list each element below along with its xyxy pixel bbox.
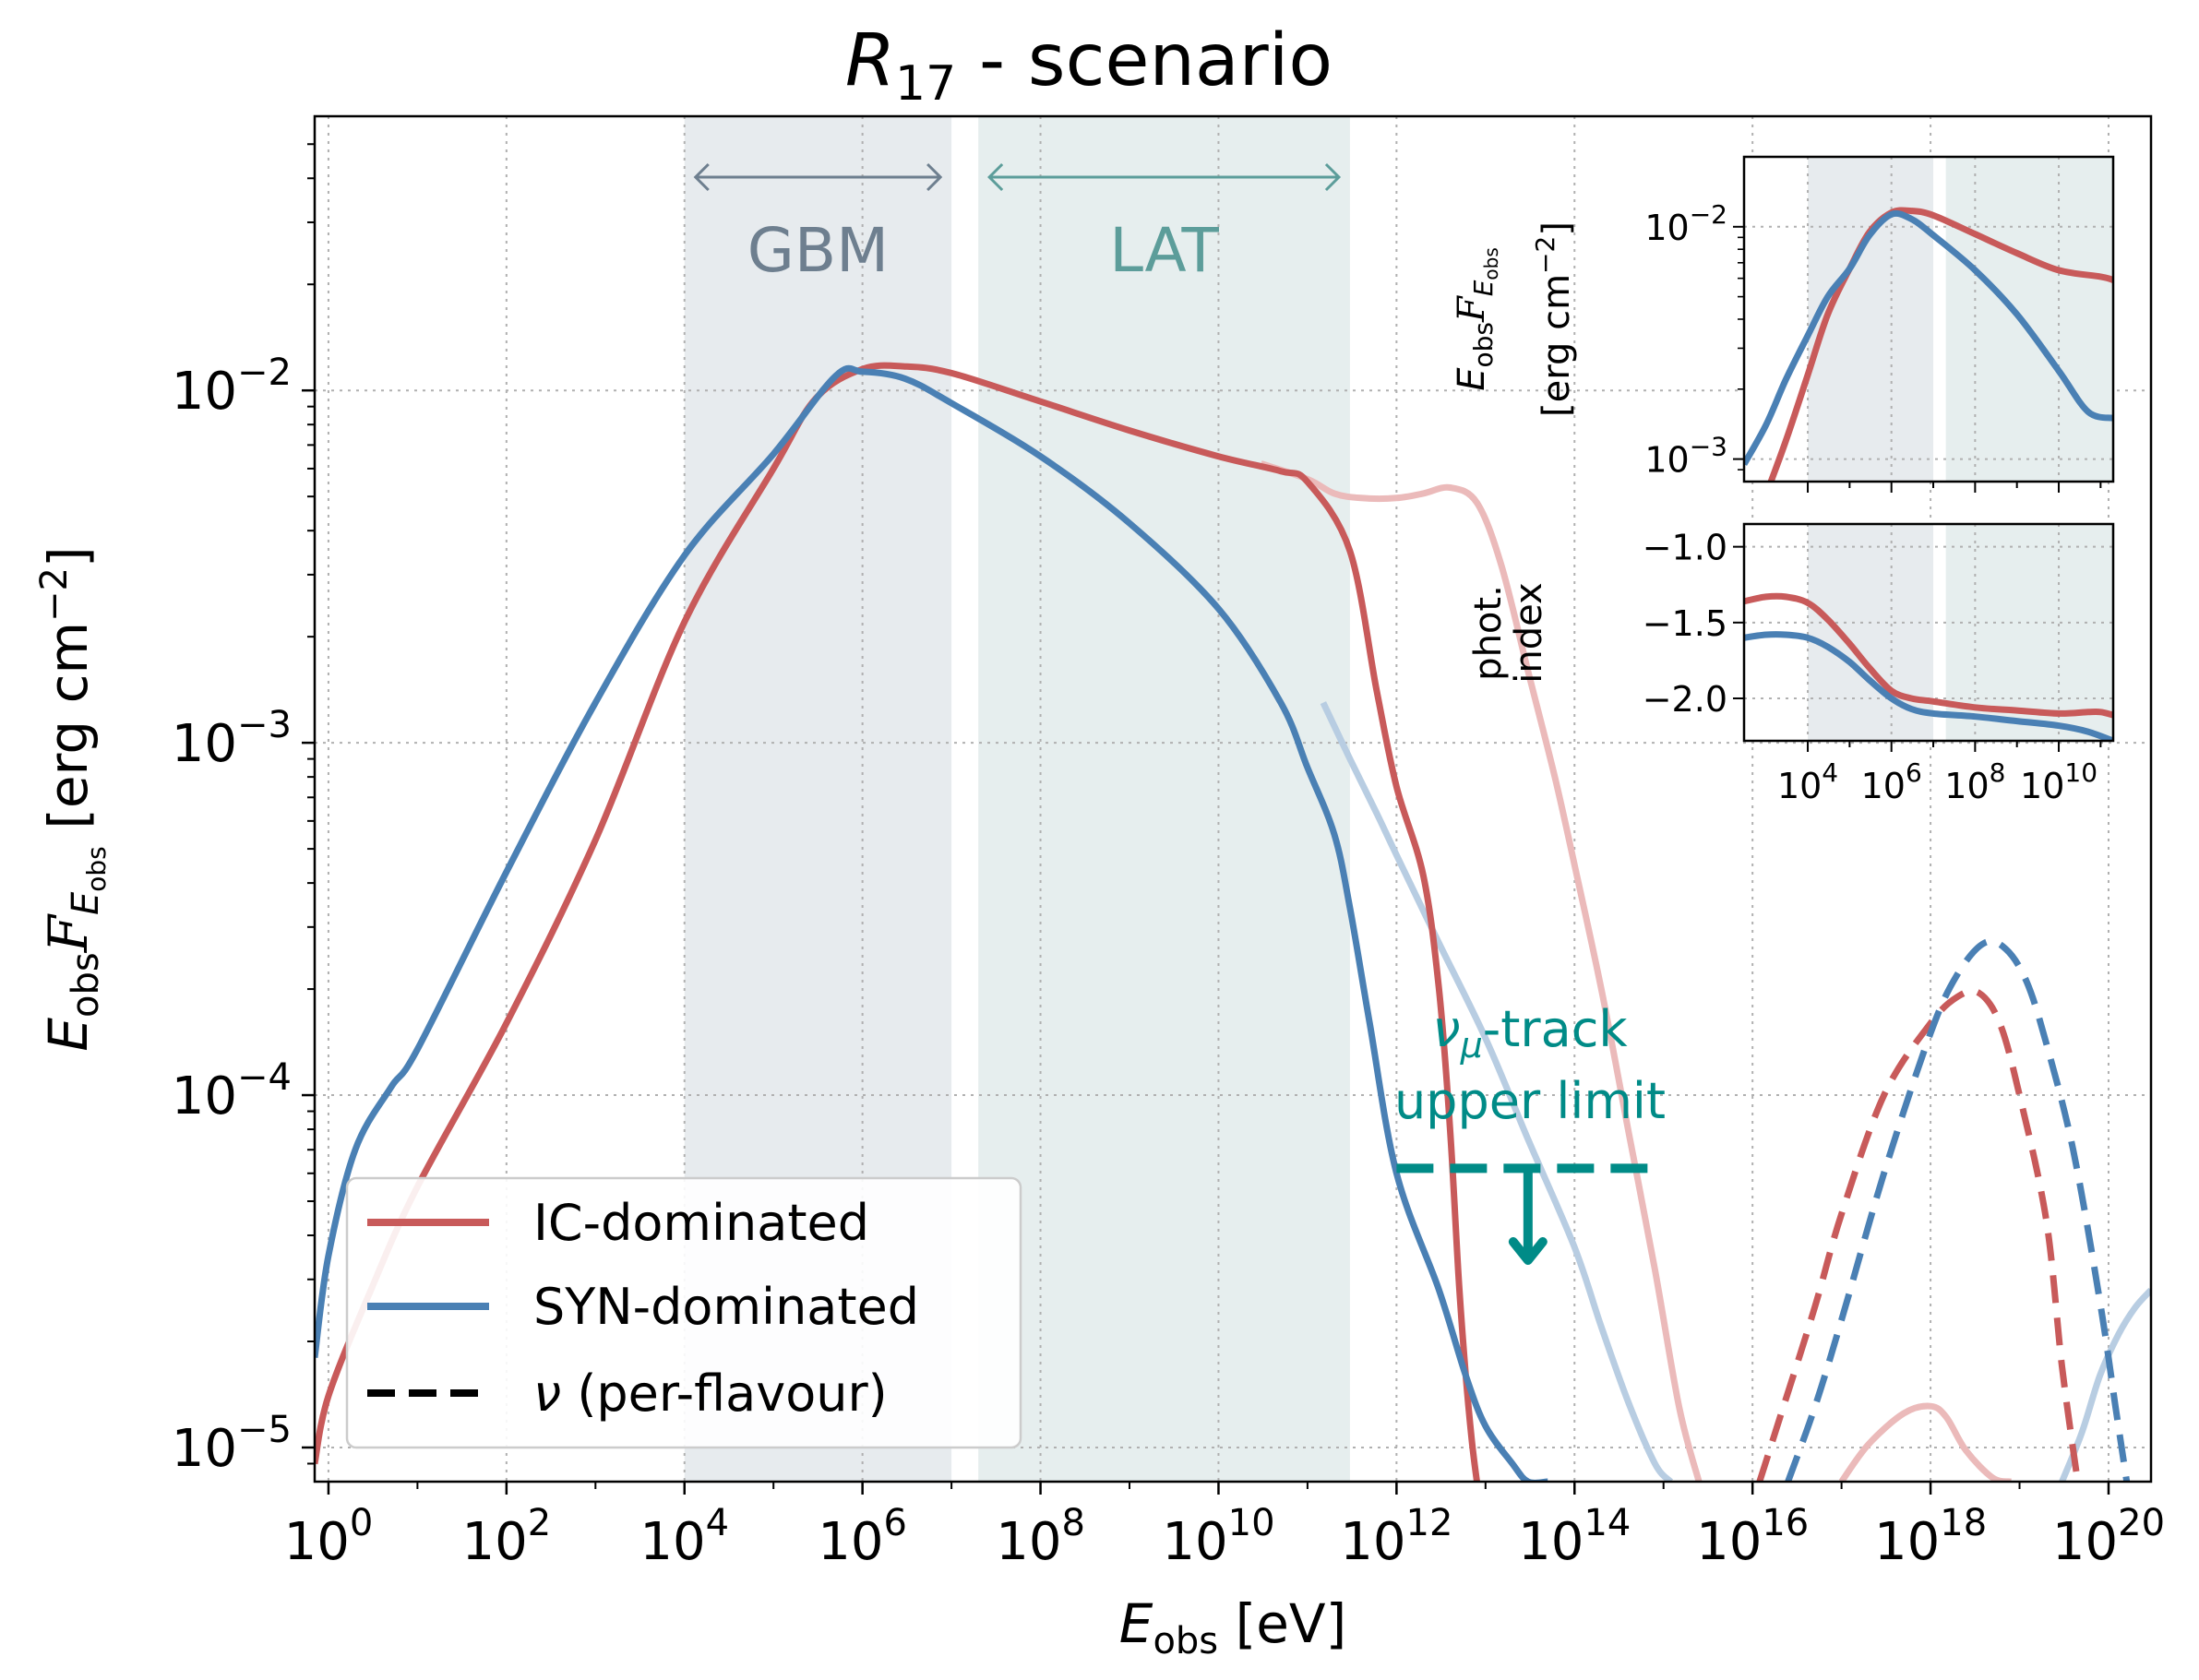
xtick-label-20: 1020	[2052, 1502, 2165, 1572]
inset-flux-lines	[1744, 207, 2113, 482]
inset-index-frame	[1742, 522, 2115, 743]
ytick-label-3: 10−3	[172, 704, 292, 774]
ytick-label-5: 10−5	[172, 1409, 292, 1479]
xtick-label-2: 102	[461, 1502, 551, 1572]
lat-arrowheads	[987, 162, 1342, 192]
inset-ytick-label: −2.0	[1643, 679, 1727, 720]
series-ic-dominated	[1756, 987, 2081, 1482]
inset-flux-grid	[1744, 157, 2113, 482]
xtick-label-0: 100	[284, 1502, 374, 1572]
main-xtick-labels: 100 102 104 106 108 1010 1012 1014 1016 1018 1020	[284, 1502, 2165, 1572]
xtick-label-8: 108	[996, 1502, 1085, 1572]
inset-series-ic-dominated	[1767, 207, 2113, 482]
ytick-label-4: 10−4	[172, 1056, 292, 1126]
lat-label: LAT	[1109, 215, 1219, 286]
gbm-arrowheads	[693, 162, 943, 192]
inset-series-syn-dominated	[1744, 209, 2113, 466]
inset-ytick-label: 10−3	[1644, 432, 1727, 481]
xtick-label-14: 1014	[1518, 1502, 1631, 1572]
main-ytick-labels: 10−5 10−4 10−3 10−2	[172, 351, 292, 1479]
inset-series-syn-dominated	[1744, 631, 2113, 741]
ytick-label-2: 10−2	[172, 351, 292, 422]
series-syn-dominated-unattenuated	[1320, 701, 1674, 1482]
band-annotations: GBM LAT	[693, 162, 1342, 286]
xtick-label-12: 1012	[1340, 1502, 1452, 1572]
inset-index-ytick-labels: −1.0 −1.5 −2.0	[1643, 528, 1727, 720]
main-lines	[315, 362, 2151, 1482]
inset-series-ic-dominated	[1744, 592, 2113, 719]
x-axis-label: Eobs [eV]	[1119, 1592, 1346, 1662]
series-ic-dominated	[315, 362, 1480, 1482]
xtick-label-10: 1010	[1162, 1502, 1274, 1572]
inset-index-ylabel-line2: index	[1508, 582, 1550, 683]
y-axis-label: EobsFEobs [erg cm−2]	[33, 546, 112, 1051]
inset-flux-ylabel-line2: [erg cm−2]	[1530, 221, 1578, 417]
legend-label-ic: IC-dominated	[533, 1194, 869, 1252]
nu-limit-arrow-head	[1508, 1237, 1548, 1265]
xtick-label-6: 106	[818, 1502, 907, 1572]
inset-xtick-label-6: 106	[1861, 757, 1922, 806]
series-syn-dominated	[315, 364, 1548, 1482]
series-syn-dominated	[1785, 937, 2131, 1482]
chart-title: R17 - scenario	[845, 19, 1333, 112]
nu-limit-label-line2: upper limit	[1394, 1072, 1666, 1130]
xtick-label-16: 1016	[1696, 1502, 1809, 1572]
nu-limit-label-line1: νμ-track	[1432, 1000, 1628, 1066]
xtick-label-18: 1018	[1874, 1502, 1987, 1572]
inset-index-lines	[1744, 592, 2113, 741]
main-ticks	[302, 143, 2110, 1495]
lat-band	[978, 116, 1350, 1482]
inset-flux-bands	[1808, 157, 2113, 482]
inset-xtick-label-4: 104	[1777, 757, 1838, 806]
legend: IC-dominated SYN-dominated ν (per-flavou…	[345, 1176, 1022, 1449]
xtick-label-4: 104	[639, 1502, 729, 1572]
main-axes-frame	[313, 114, 2153, 1483]
inset-index-ylabel-line1: phot.	[1467, 585, 1510, 681]
legend-label-syn: SYN-dominated	[533, 1278, 919, 1336]
inset-xtick-label-8: 108	[1944, 757, 2005, 806]
inset-flux-ytick-labels: 10−2 10−3	[1644, 199, 1727, 481]
inset-flux-ylabel-line1: EobsFEobs	[1451, 247, 1502, 391]
inset-ytick-label: 10−2	[1644, 199, 1727, 248]
inset-ytick-label: −1.5	[1643, 603, 1727, 644]
inset-lat-band	[1945, 157, 2113, 482]
legend-box	[345, 1176, 1022, 1449]
inset-flux-ticks	[1733, 225, 2102, 493]
legend-label-nu: ν (per-flavour)	[533, 1364, 888, 1423]
nu-limit-annotation: νμ-track upper limit	[1394, 1000, 1666, 1265]
inset-gbm-band	[1808, 524, 1934, 741]
series-ic-dominated-unattenuated	[1260, 460, 1703, 1482]
inset-ytick-label: −1.0	[1643, 528, 1727, 568]
gbm-label: GBM	[747, 215, 889, 286]
series-ic-dominated-unattenuated-tail	[1838, 1402, 2012, 1482]
inset-index-xtick-labels: 104 106 108 1010	[1777, 757, 2097, 806]
inset-xtick-label-10: 1010	[2020, 757, 2097, 806]
inset-index-ticks	[1733, 545, 2102, 752]
